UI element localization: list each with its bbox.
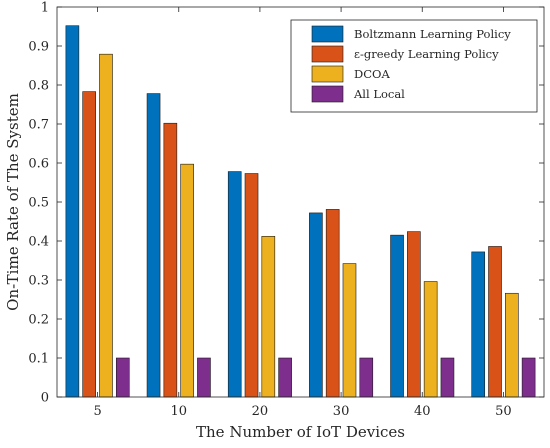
bar-boltzmann-learning-policy-20 [227,171,242,398]
x-tick-label: 10 [170,404,187,419]
bar-boltzmann-learning-policy-40 [390,234,404,398]
bar-dcoa-50 [505,292,519,398]
bar-all-local-5 [115,357,130,398]
bar-dcoa-40 [423,281,438,398]
legend-swatch [311,65,344,83]
bar--greedy-learning-policy-10 [163,122,178,398]
legend-swatch [311,25,344,43]
bar-boltzmann-learning-policy-30 [309,212,323,398]
legend-label: DCOA [354,67,390,81]
y-tick-label: 0.5 [28,196,49,211]
bar--greedy-learning-policy-30 [325,209,340,398]
bar-dcoa-5 [99,53,113,398]
legend-label: All Local [353,87,405,101]
legend-swatch [311,85,344,103]
y-tick-label: 0.3 [28,274,49,289]
bar-all-local-20 [278,357,292,398]
y-tick-label: 0.1 [28,352,49,367]
bar--greedy-learning-policy-20 [244,173,259,398]
y-tick-label: 0.7 [28,118,49,133]
x-tick-label: 20 [252,404,269,419]
x-tick-label: 5 [93,404,101,419]
bar-boltzmann-learning-policy-50 [471,251,486,398]
bar-dcoa-10 [180,163,194,398]
bar-boltzmann-learning-policy-10 [146,93,161,398]
y-tick-label: 1 [41,1,49,16]
bar-all-local-10 [197,357,211,398]
legend-swatch [311,45,344,63]
legend: Boltzmann Learning Policy ε-greedy Learni… [290,19,538,113]
y-tick-label: 0.9 [28,40,49,55]
bar-dcoa-20 [261,236,276,398]
x-tick-label: 30 [333,404,350,419]
y-tick-label: 0.2 [28,313,49,328]
bar-dcoa-30 [342,263,357,398]
y-tick-label: 0.6 [28,157,49,172]
y-tick-label: 0.4 [28,235,49,250]
bar--greedy-learning-policy-5 [82,91,96,398]
axes-layer: 0 0.1 0.2 0.3 0.4 0.5 0.6 0.7 0.8 0.9 1 5 10 20 30 40 50 [28,1,545,419]
x-axis-title: The Number of IoT Devices [196,423,405,441]
y-tick-label: 0 [41,391,49,406]
bars-layer [65,25,536,398]
x-tick-label: 50 [495,404,512,419]
y-axis-title: On-Time Rate of The System [4,93,22,311]
x-tick-label: 40 [414,404,431,419]
y-tick-label: 0.8 [28,79,49,94]
bar--greedy-learning-policy-40 [407,231,421,398]
bar-all-local-40 [440,357,455,398]
legend-label: Boltzmann Learning Policy [354,27,511,41]
legend-label: ε-greedy Learning Policy [354,47,499,61]
bar-boltzmann-learning-policy-5 [65,25,80,398]
bar-all-local-30 [359,357,374,398]
bar--greedy-learning-policy-50 [488,246,502,398]
bar-all-local-50 [521,357,536,398]
